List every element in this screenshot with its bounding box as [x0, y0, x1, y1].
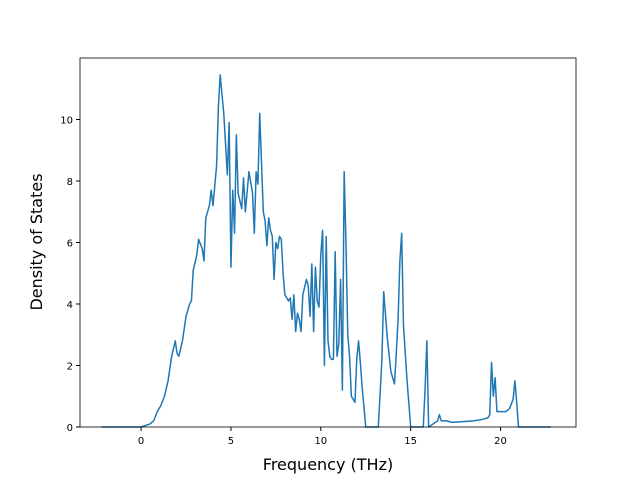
y-tick-label: 0	[67, 423, 73, 434]
x-axis-label: Frequency (THz)	[263, 455, 393, 474]
x-tick-label: 0	[138, 436, 144, 447]
x-tick-label: 15	[404, 436, 417, 447]
y-tick-label: 6	[67, 239, 73, 250]
y-tick-label: 2	[67, 362, 73, 373]
y-axis-label: Density of States	[27, 173, 46, 310]
x-tick-label: 5	[228, 436, 234, 447]
x-tick-label: 10	[314, 436, 327, 447]
y-tick-label: 10	[60, 116, 73, 127]
plot-frame	[79, 57, 577, 428]
x-tick-label: 20	[494, 436, 507, 447]
y-tick-label: 4	[67, 300, 73, 311]
y-tick-label: 8	[67, 177, 73, 188]
data-line	[101, 74, 551, 428]
